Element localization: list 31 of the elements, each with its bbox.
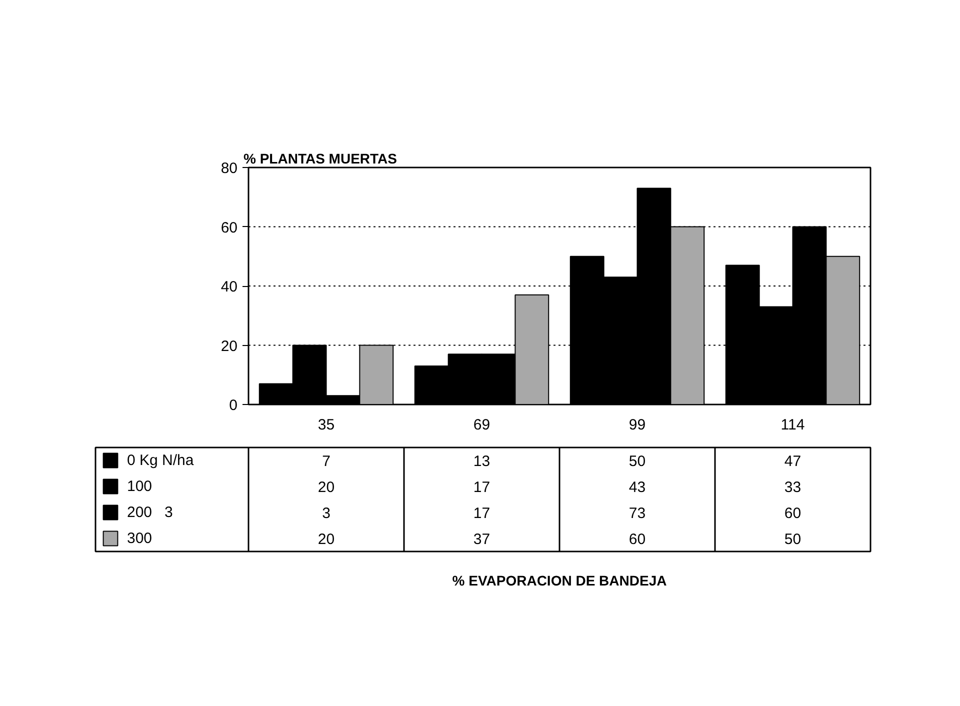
y-axis-title: % PLANTAS MUERTAS — [244, 150, 397, 166]
data-label: 73 — [628, 505, 646, 522]
x-tick-label: 35 — [318, 416, 335, 434]
data-label: 13 — [473, 453, 490, 470]
x-tick-label: 69 — [473, 416, 490, 434]
data-label: 60 — [784, 505, 802, 522]
legend-label: 200 3 — [127, 503, 173, 521]
y-tick-label: 60 — [220, 219, 238, 236]
x-tick-label: 99 — [628, 416, 646, 434]
data-label: 37 — [473, 531, 490, 548]
x-tick-label: 114 — [780, 416, 805, 434]
legend-label: 0 Kg N/ha — [127, 451, 194, 469]
y-tick-label: 0 — [229, 397, 238, 414]
data-label: 20 — [318, 479, 335, 496]
data-label: 33 — [784, 479, 802, 496]
data-label: 7 — [322, 453, 330, 470]
data-label: 50 — [784, 531, 802, 548]
data-label: 20 — [318, 531, 335, 548]
data-label: 60 — [628, 531, 646, 548]
y-tick-label: 40 — [220, 278, 238, 296]
data-label: 50 — [628, 453, 646, 470]
text: % EVAPORACION DE BANDEJA — [452, 572, 667, 588]
legend-label: 300 — [127, 529, 152, 547]
data-label: 3 — [322, 505, 330, 522]
data-label: 47 — [784, 453, 802, 470]
data-label: 17 — [473, 479, 490, 496]
data-label: 43 — [628, 479, 646, 496]
data-label: 17 — [473, 505, 490, 522]
y-tick-label: 80 — [220, 160, 238, 177]
y-tick-label: 20 — [220, 338, 238, 355]
legend-label: 100 — [127, 477, 152, 495]
